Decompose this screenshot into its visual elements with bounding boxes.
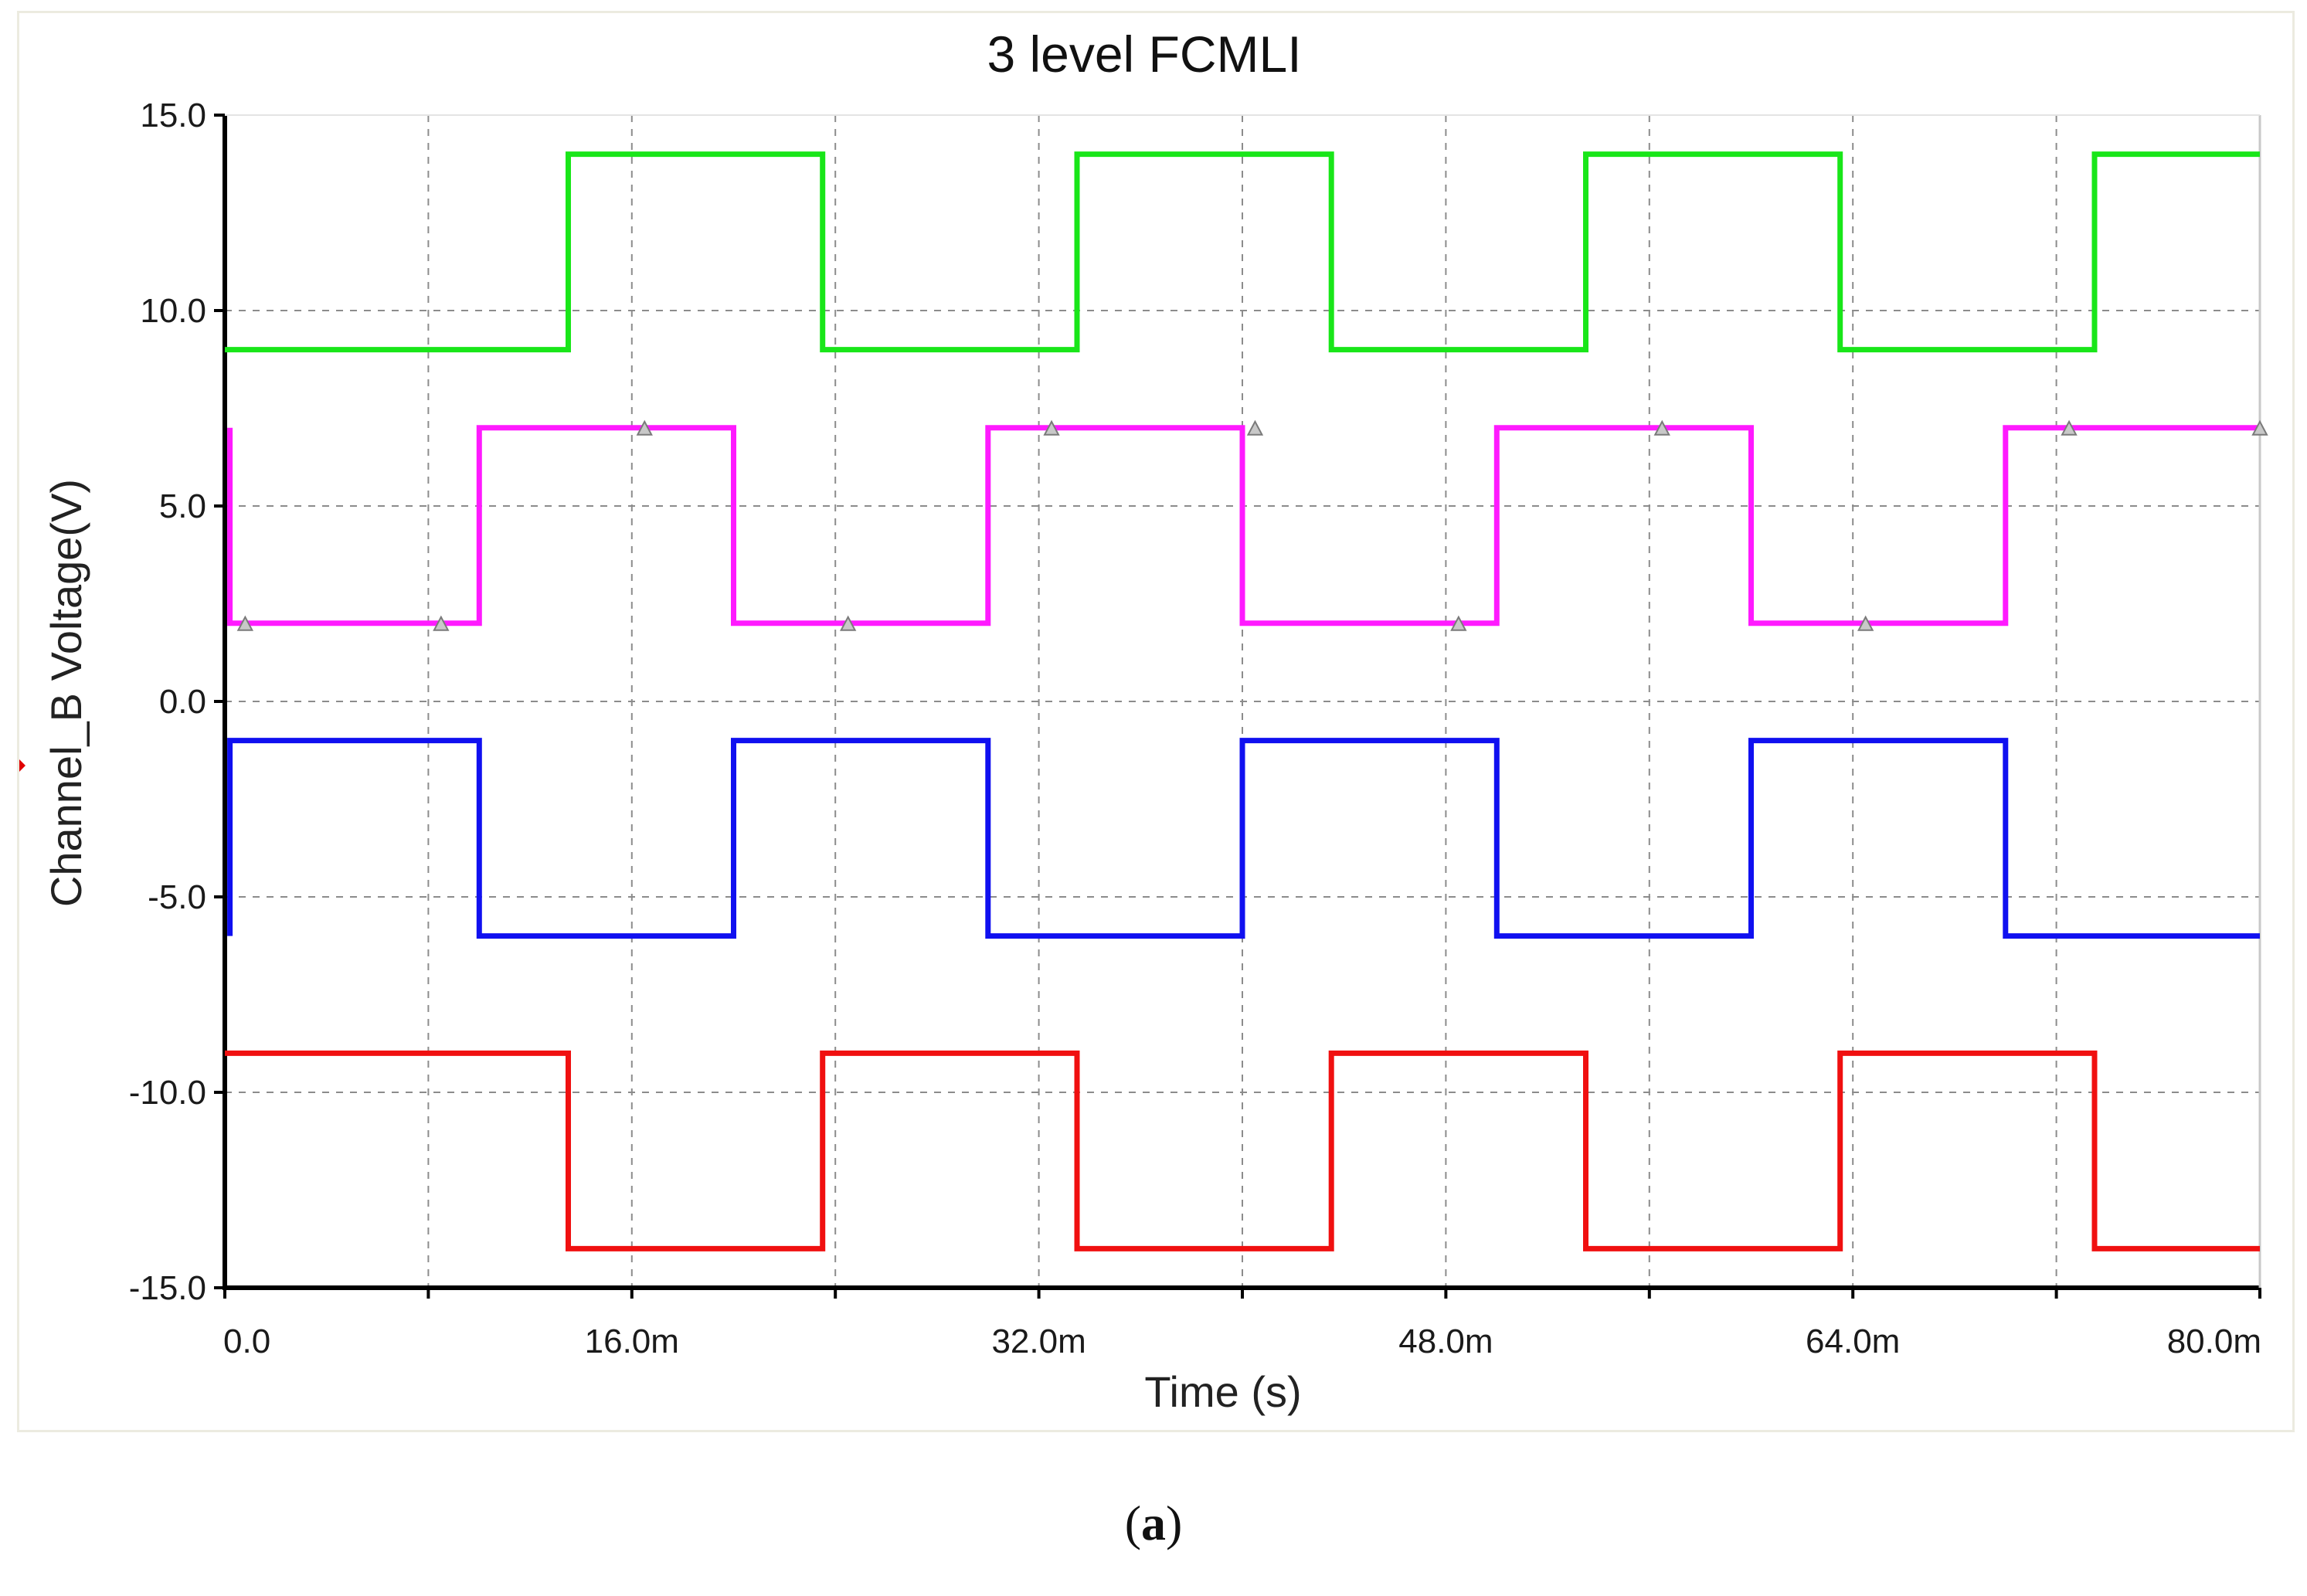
x-axis-title: Time (s): [1144, 1367, 1301, 1416]
series-marker: [2061, 419, 2078, 436]
series-marker: [1043, 419, 1060, 436]
y-tick-label: -5.0: [148, 878, 206, 916]
chart-panel: 3 level FCMLI 15.0 10.0 5.0 0.0 -5.0 -10.0 -15…: [17, 11, 2295, 1432]
caption-letter: a: [1141, 1496, 1166, 1550]
x-tick-label: 0.0: [223, 1323, 270, 1360]
x-tick-label: 48.0m: [1398, 1323, 1493, 1360]
x-tick-label: 16.0m: [585, 1323, 679, 1360]
series-marker: [1450, 615, 1467, 631]
series-marker: [2251, 419, 2268, 436]
series-line-1: [227, 425, 2260, 627]
y-tick-label: 10.0: [140, 292, 206, 330]
caption-open: (: [1124, 1496, 1141, 1550]
series-marker: [840, 615, 857, 631]
y-axis-title: Channel_B Voltage(V): [42, 479, 90, 907]
caption-close: ): [1166, 1496, 1183, 1550]
y-tick-label: 0.0: [159, 683, 206, 721]
series-marker: [1246, 419, 1264, 436]
series-marker: [1857, 615, 1874, 631]
chart-svg: 3 level FCMLI 15.0 10.0 5.0 0.0 -5.0 -10.0 -15…: [19, 25, 2268, 1416]
chart-title: 3 level FCMLI: [987, 25, 1301, 83]
series-marker: [236, 615, 254, 631]
x-tick-label: 80.0m: [2167, 1323, 2261, 1360]
axis-marker-icon: [19, 759, 25, 772]
y-tick-label: -10.0: [129, 1074, 206, 1112]
axes: [214, 114, 2261, 1299]
y-tick-label: 15.0: [140, 97, 206, 134]
series-layer: [225, 151, 2268, 1251]
grid-lines: [225, 114, 2261, 1289]
series-line-0: [225, 151, 2260, 353]
figure-caption: (a): [0, 1495, 2307, 1552]
tick-labels: 15.0 10.0 5.0 0.0 -5.0 -10.0 -15.0 0.0 16.0m 32.0…: [129, 97, 2261, 1360]
series-marker: [1653, 419, 1670, 436]
x-tick-label: 64.0m: [1806, 1323, 1900, 1360]
y-tick-label: 5.0: [159, 487, 206, 525]
series-line-3: [225, 1050, 2260, 1251]
series-marker: [433, 615, 450, 631]
y-tick-label: -15.0: [129, 1269, 206, 1307]
series-line-2: [227, 738, 2260, 939]
x-tick-label: 32.0m: [991, 1323, 1086, 1360]
series-marker: [636, 419, 653, 436]
